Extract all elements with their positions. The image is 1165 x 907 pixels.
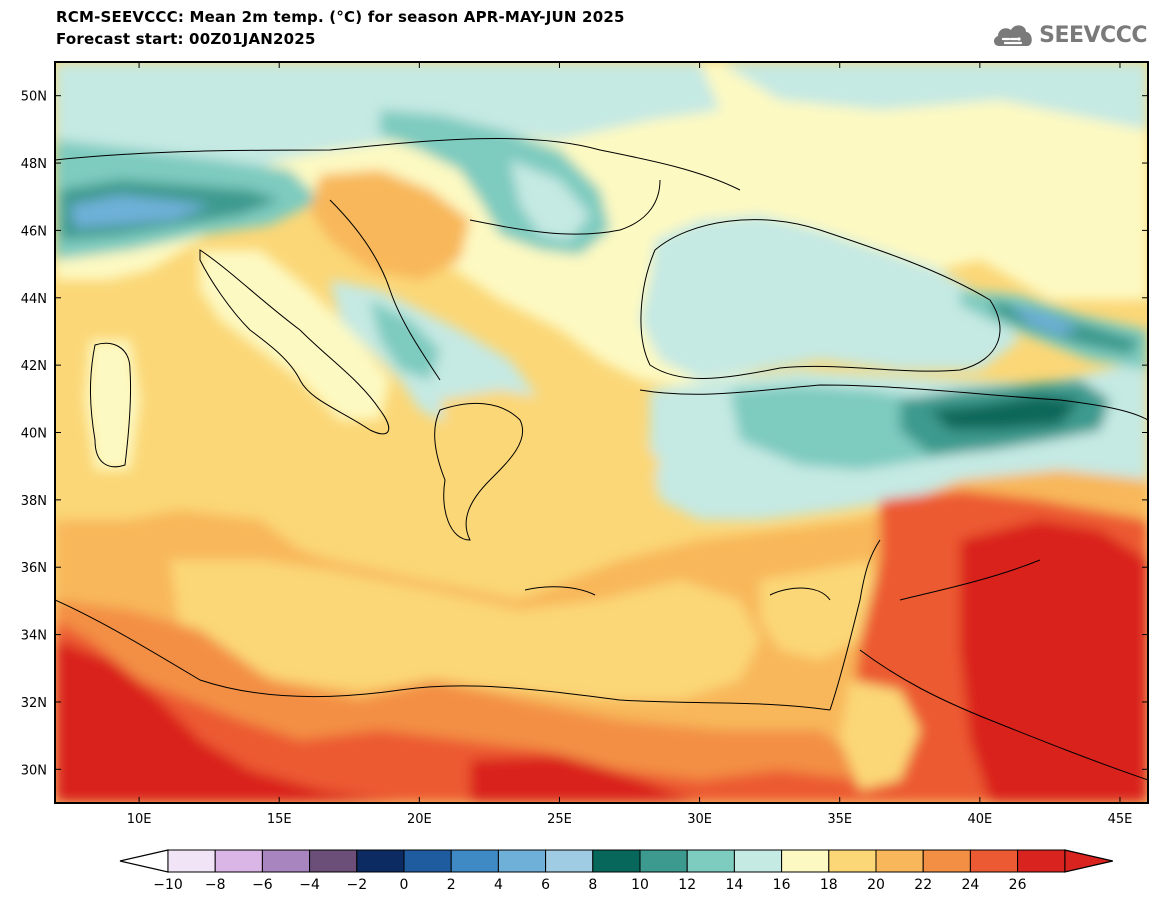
colorbar-label: 26 <box>1009 877 1027 893</box>
colorbar-swatch <box>261 849 311 873</box>
colorbar-label: 2 <box>447 877 456 893</box>
colorbar-swatch <box>686 849 735 873</box>
lon-label: 15E <box>267 812 292 827</box>
colorbar-label: −4 <box>299 877 320 893</box>
colorbar-label: 16 <box>773 877 791 893</box>
colorbar-label: −2 <box>346 877 367 893</box>
colorbar-label: 22 <box>914 877 932 893</box>
colorbar-swatch <box>1017 849 1066 873</box>
colorbar-label: 18 <box>820 877 838 893</box>
lat-label: 48N <box>21 157 47 172</box>
lon-label: 35E <box>827 812 852 827</box>
cloud-icon <box>994 25 1032 46</box>
colorbar-label: −8 <box>205 877 226 893</box>
coastlines <box>55 137 1148 781</box>
colorbar-label: 10 <box>631 877 649 893</box>
colorbar-label: 12 <box>678 877 696 893</box>
lat-label: 30N <box>21 763 47 778</box>
colorbar-label: 8 <box>588 877 597 893</box>
colorbar-swatch <box>781 849 830 873</box>
map-title: RCM-SEEVCCC: Mean 2m temp. (°C) for seas… <box>56 8 625 26</box>
lon-label: 40E <box>967 812 992 827</box>
colorbar-swatch <box>592 849 641 873</box>
colorbar-swatch <box>214 849 263 873</box>
colorbar-swatch <box>450 849 499 873</box>
seevccc-logo: SEEVCCC <box>991 20 1147 50</box>
colorbar-label: −6 <box>252 877 273 893</box>
colorbar-swatch <box>875 849 924 873</box>
lon-label: 25E <box>547 812 572 827</box>
colorbar-label: 4 <box>494 877 503 893</box>
colorbar-label: 14 <box>725 877 743 893</box>
lat-label: 44N <box>21 292 47 307</box>
lon-label: 45E <box>1108 812 1133 827</box>
lat-label: 42N <box>21 359 47 374</box>
logo-text: SEEVCCC <box>1039 22 1147 48</box>
lat-label: 38N <box>21 494 47 509</box>
lat-label: 34N <box>21 629 47 644</box>
colorbar-over-arrow <box>1064 849 1113 873</box>
colorbar-label: 0 <box>400 877 409 893</box>
colorbar-swatch <box>403 849 452 873</box>
latitude-labels: 50N 48N 46N 44N 42N 40N 38N 36N 34N 32N 30N <box>21 90 1148 778</box>
lon-label: 20E <box>407 812 432 827</box>
colorbar-swatch <box>309 849 358 873</box>
temperature-field <box>55 62 1148 803</box>
colorbar-swatch <box>922 849 971 873</box>
colorbar: −10 −8 −6 −4 −2 0 2 4 6 8 10 12 14 16 18 20 22 24 26 <box>119 849 1113 893</box>
colorbar-swatch <box>497 849 547 873</box>
colorbar-swatch <box>356 849 405 873</box>
colorbar-swatch <box>639 849 688 873</box>
forecast-start-label: Forecast start: 00Z01JAN2025 <box>56 30 316 48</box>
longitude-labels: 10E 15E 20E 25E 30E 35E 40E 45E <box>127 62 1133 827</box>
lat-label: 50N <box>21 90 47 105</box>
lat-label: 46N <box>21 224 47 239</box>
colorbar-swatch <box>545 849 594 873</box>
colorbar-swatch <box>733 849 783 873</box>
lat-label: 32N <box>21 696 47 711</box>
lon-label: 30E <box>687 812 712 827</box>
lat-label: 40N <box>21 427 47 442</box>
lat-label: 36N <box>21 561 47 576</box>
colorbar-label: 20 <box>867 877 885 893</box>
colorbar-label: 6 <box>541 877 550 893</box>
colorbar-swatch <box>167 849 216 873</box>
colorbar-under-arrow <box>119 849 169 873</box>
colorbar-swatch <box>828 849 877 873</box>
colorbar-swatch <box>969 849 1019 873</box>
lon-label: 10E <box>127 812 152 827</box>
colorbar-label: −10 <box>153 877 183 893</box>
colorbar-label: 24 <box>961 877 979 893</box>
